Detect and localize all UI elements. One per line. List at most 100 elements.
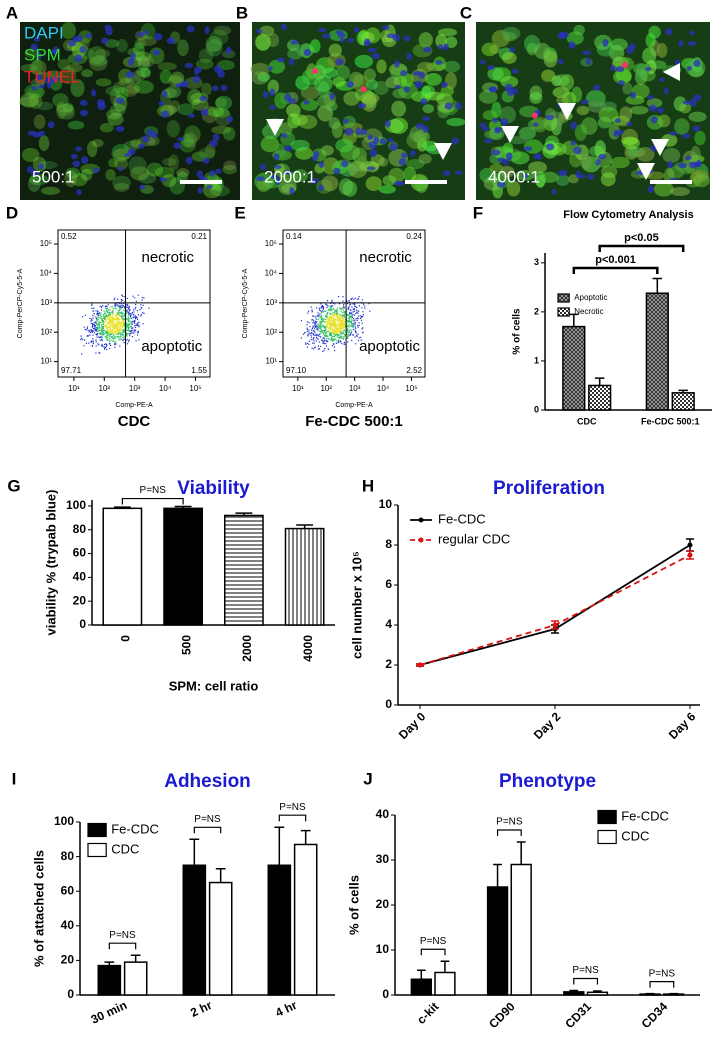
x-tick-label: 10⁵ bbox=[189, 384, 201, 393]
y-axis-label: viability % (trypab blue) bbox=[43, 490, 58, 636]
panel-letter: C bbox=[460, 3, 472, 22]
bar bbox=[293, 843, 318, 996]
event-cloud bbox=[80, 294, 150, 355]
arrowhead bbox=[663, 63, 680, 81]
quadrant-value: 1.55 bbox=[191, 366, 207, 375]
x-tick-label: 10² bbox=[99, 384, 111, 393]
significance-bracket bbox=[649, 981, 675, 988]
error-bar bbox=[516, 841, 526, 865]
y-tick-label: 100 bbox=[66, 498, 86, 512]
significance-label: P=NS bbox=[572, 965, 599, 976]
y-tick-label: 10² bbox=[265, 327, 277, 336]
panel-letter: D bbox=[6, 203, 18, 222]
y-axis-label: cell number x 10⁵ bbox=[349, 551, 364, 659]
bar bbox=[267, 864, 292, 996]
legend-swatch bbox=[557, 293, 570, 303]
y-tick-label: 0 bbox=[382, 987, 389, 1001]
quadrant-value: 2.52 bbox=[406, 366, 422, 375]
legend-label: CDC bbox=[621, 828, 649, 843]
x-tick-label: Day 6 bbox=[666, 709, 699, 742]
bar bbox=[486, 886, 509, 996]
y-tick-label: 40 bbox=[376, 807, 390, 821]
x-tick-label: 500 bbox=[179, 635, 193, 655]
bar bbox=[588, 384, 612, 411]
y-tick-label: 2 bbox=[534, 306, 539, 316]
y-tick-label: 40 bbox=[73, 570, 87, 584]
quadrant-value: 97.71 bbox=[61, 366, 82, 375]
bar bbox=[434, 971, 456, 996]
quadrant-name: apoptotic bbox=[141, 338, 202, 355]
point bbox=[417, 662, 423, 668]
y-tick-label: 0 bbox=[534, 404, 539, 414]
x-tick-label: 10⁴ bbox=[159, 384, 172, 393]
legend-marker bbox=[418, 517, 424, 523]
x-axis-label: Comp-PE-A bbox=[115, 402, 153, 409]
y-axis-label: % of cells bbox=[346, 875, 361, 935]
bar bbox=[645, 292, 669, 411]
plot-frame bbox=[282, 229, 426, 378]
chart-title: Adhesion bbox=[164, 771, 251, 792]
y-tick-label: 10³ bbox=[265, 298, 277, 307]
significance-label: P=NS bbox=[194, 814, 221, 825]
y-tick-label: 10 bbox=[379, 497, 393, 511]
quadrant-value: 0.52 bbox=[61, 232, 77, 241]
significance-bracket bbox=[108, 942, 137, 950]
panel-letter: G bbox=[7, 476, 20, 495]
bar bbox=[208, 881, 233, 996]
y-axis-label: % of attached cells bbox=[31, 850, 46, 967]
y-tick-label: 20 bbox=[73, 593, 87, 607]
significance-label: P=NS bbox=[279, 802, 306, 813]
error-bar bbox=[569, 989, 579, 992]
panel-letter: H bbox=[362, 476, 374, 495]
x-tick-label: Day 2 bbox=[531, 709, 564, 742]
x-axis-label: SPM: cell ratio bbox=[169, 678, 259, 693]
x-axis-label: Comp-PE-A bbox=[335, 402, 373, 409]
chart-title: Flow Cytometry Analysis bbox=[563, 209, 693, 221]
x-tick-label: 4000 bbox=[301, 635, 315, 662]
y-tick-label: 1 bbox=[534, 355, 539, 365]
bar bbox=[97, 964, 122, 996]
significance-bracket bbox=[278, 814, 307, 822]
bar bbox=[586, 991, 609, 996]
legend-swatch bbox=[87, 842, 107, 858]
legend-label: regular CDC bbox=[438, 531, 510, 546]
error-bar bbox=[416, 969, 426, 980]
x-tick-label: CD31 bbox=[562, 999, 594, 1031]
panel-letter: J bbox=[363, 769, 372, 788]
legend-swatch bbox=[597, 809, 617, 825]
significance-label: p<0.05 bbox=[624, 232, 659, 244]
significance-bracket bbox=[572, 266, 659, 274]
y-tick-label: 80 bbox=[73, 522, 87, 536]
y-tick-label: 40 bbox=[61, 918, 75, 932]
x-tick-label: 2 hr bbox=[188, 998, 214, 1020]
error-bar bbox=[440, 960, 450, 973]
chart-title: Phenotype bbox=[499, 771, 596, 792]
quadrant-value: 0.14 bbox=[286, 232, 302, 241]
bar bbox=[163, 507, 204, 626]
point bbox=[687, 552, 693, 558]
ratio-label: 4000:1 bbox=[488, 167, 540, 186]
panel-letter: B bbox=[236, 3, 248, 22]
x-tick-label: Day 0 bbox=[396, 709, 429, 742]
x-tick-label: 10⁵ bbox=[405, 384, 417, 393]
y-tick-label: 10² bbox=[40, 327, 52, 336]
y-tick-label: 10⁵ bbox=[40, 239, 52, 248]
error-bar bbox=[569, 313, 579, 327]
y-tick-label: 10 bbox=[376, 942, 390, 956]
y-axis-label: Comp-PerCP-Cy5-5-A bbox=[242, 268, 249, 338]
quadrant-name: apoptotic bbox=[359, 338, 420, 355]
x-tick-label: 4 hr bbox=[273, 998, 299, 1020]
channel-legend: TUNEL bbox=[24, 67, 80, 86]
channel-legend: DAPI bbox=[24, 23, 64, 42]
x-tick-label: Fe-CDC 500:1 bbox=[641, 416, 700, 426]
x-tick-label: 10⁴ bbox=[377, 384, 390, 393]
y-tick-label: 60 bbox=[73, 546, 87, 560]
bar bbox=[102, 507, 143, 626]
bar bbox=[410, 978, 432, 996]
point bbox=[687, 542, 693, 548]
point bbox=[552, 622, 558, 628]
caption: CDC bbox=[118, 413, 151, 430]
x-tick-label: CD90 bbox=[486, 999, 518, 1031]
error-bar bbox=[652, 277, 663, 294]
y-tick-label: 0 bbox=[67, 987, 74, 1001]
